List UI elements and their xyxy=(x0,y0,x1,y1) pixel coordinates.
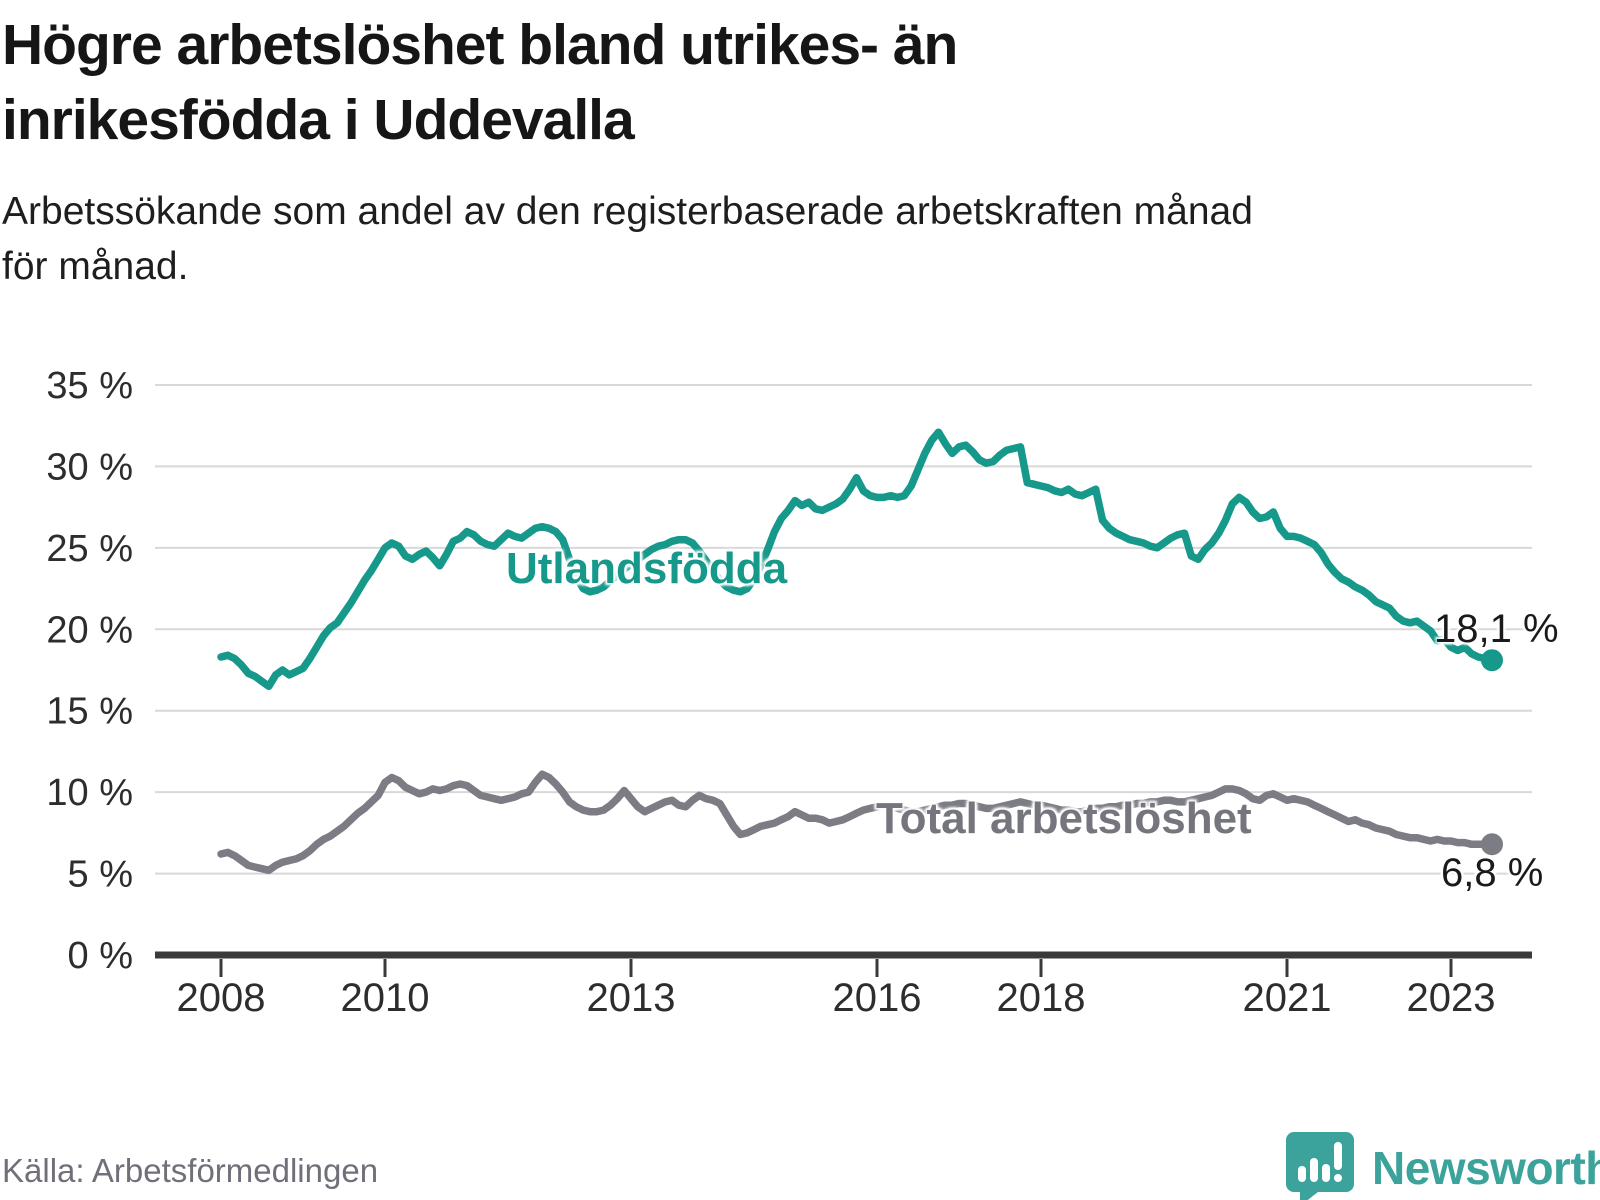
series-label-utlandsfodda: Utlandsfödda xyxy=(506,544,788,593)
y-tick-label: 15 % xyxy=(46,691,133,733)
subtitle-line-1: Arbetssökande som andel av den registerb… xyxy=(2,190,1253,233)
x-tick-label: 2023 xyxy=(1407,976,1496,1020)
series-label-total-arbetsloshet: Total arbetslöshet xyxy=(876,794,1252,843)
chart-subtitle: Arbetssökande som andel av den registerb… xyxy=(2,184,1562,294)
y-tick-label: 25 % xyxy=(46,528,133,570)
y-tick-label: 10 % xyxy=(46,772,133,814)
x-tick-label: 2021 xyxy=(1243,976,1332,1020)
x-tick-label: 2013 xyxy=(587,976,676,1020)
series-line-0 xyxy=(217,428,1496,691)
x-tick-label: 2008 xyxy=(177,976,266,1020)
end-value-label-utlandsfodda: 18,1 % xyxy=(1434,607,1559,651)
y-tick-label: 5 % xyxy=(68,854,133,896)
title-line-2: inrikesfödda i Uddevalla xyxy=(2,88,635,152)
x-tick-label: 2010 xyxy=(341,976,430,1020)
y-tick-label: 30 % xyxy=(46,446,133,488)
x-tick-label: 2016 xyxy=(833,976,922,1020)
newsworthy-logo-text: Newsworthy xyxy=(1372,1142,1600,1194)
x-tick-label: 2018 xyxy=(997,976,1086,1020)
y-tick-label: 35 % xyxy=(46,365,133,407)
source-note: Källa: Arbetsförmedlingen xyxy=(2,1152,379,1189)
series-end-dot-0 xyxy=(1481,649,1503,672)
newsworthy-logo-icon xyxy=(1286,1132,1354,1200)
series-end-dot-1 xyxy=(1481,833,1503,856)
subtitle-line-2: för månad. xyxy=(2,245,189,288)
y-tick-label: 20 % xyxy=(46,609,133,651)
title-line-1: Högre arbetslöshet bland utrikes- än xyxy=(2,13,958,77)
end-value-label-total: 6,8 % xyxy=(1441,851,1544,895)
series-line-1 xyxy=(217,770,1496,875)
newsworthy-logo: Newsworthy xyxy=(1284,1130,1600,1200)
page-title: Högre arbetslöshet bland utrikes- än inr… xyxy=(2,8,1562,158)
y-tick-label: 0 % xyxy=(68,935,133,977)
